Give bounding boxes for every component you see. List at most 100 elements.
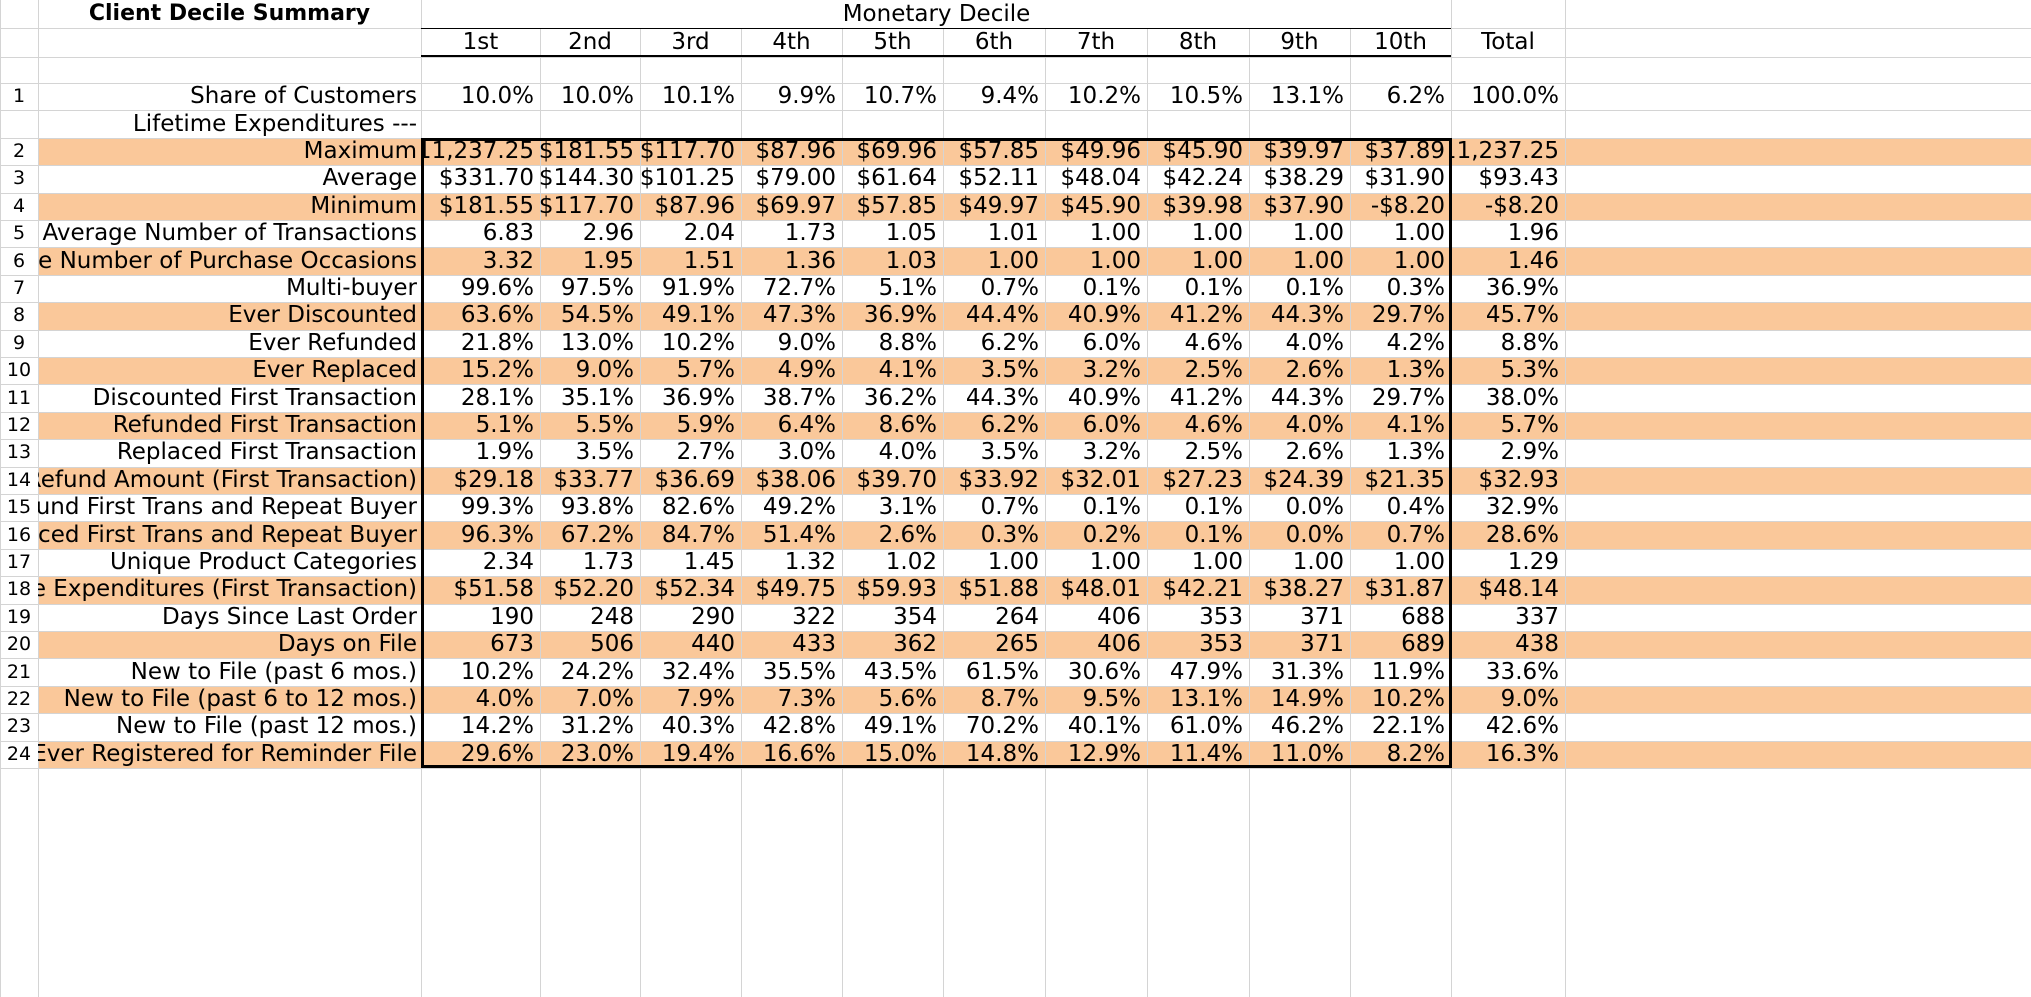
data-cell[interactable]: $39.98	[1162, 192, 1243, 219]
data-cell[interactable]: 21.8%	[460, 329, 534, 356]
data-cell[interactable]: 0.1%	[1184, 274, 1243, 301]
data-cell[interactable]: 433	[792, 631, 836, 658]
data-cell[interactable]: 1.51	[683, 247, 735, 274]
data-cell[interactable]: 3.0%	[777, 439, 836, 466]
data-cell[interactable]: 406	[1097, 603, 1141, 630]
data-cell[interactable]: 1.00	[1089, 220, 1141, 247]
data-cell[interactable]: 35.1%	[560, 384, 634, 411]
data-cell[interactable]: 49.1%	[863, 713, 937, 740]
data-cell[interactable]: 6.0%	[1082, 329, 1141, 356]
data-cell[interactable]: 337	[1515, 603, 1559, 630]
data-cell[interactable]: 9.0%	[1500, 685, 1559, 712]
data-cell[interactable]: $27.23	[1162, 466, 1243, 493]
data-cell[interactable]: 362	[893, 631, 937, 658]
data-cell[interactable]: 13.0%	[560, 329, 634, 356]
data-cell[interactable]: 16.3%	[1485, 740, 1559, 767]
data-cell[interactable]: 42.6%	[1485, 713, 1559, 740]
data-cell[interactable]: 24.2%	[560, 658, 634, 685]
data-cell[interactable]: $57.85	[958, 137, 1039, 164]
data-cell[interactable]: -$8.20	[1484, 192, 1559, 219]
data-cell[interactable]: 10.0%	[460, 83, 534, 110]
data-cell[interactable]: 4.0%	[878, 439, 937, 466]
data-cell[interactable]: 47.9%	[1169, 658, 1243, 685]
data-cell[interactable]: 14.8%	[965, 740, 1039, 767]
data-cell[interactable]: 32.9%	[1485, 494, 1559, 521]
row-label[interactable]: New to File (past 6 to 12 mos.)	[63, 685, 417, 712]
data-cell[interactable]: 2.6%	[1285, 439, 1344, 466]
data-cell[interactable]: 7.0%	[575, 685, 634, 712]
data-cell[interactable]: $39.70	[856, 466, 937, 493]
data-cell[interactable]: 44.3%	[1270, 384, 1344, 411]
data-cell[interactable]: $52.11	[958, 165, 1039, 192]
data-cell[interactable]: $31.87	[1364, 576, 1445, 603]
data-cell[interactable]: 4.0%	[1285, 411, 1344, 438]
data-cell[interactable]: 44.3%	[1270, 302, 1344, 329]
data-cell[interactable]: 61.0%	[1169, 713, 1243, 740]
data-cell[interactable]: 14.2%	[460, 713, 534, 740]
data-cell[interactable]: 70.2%	[965, 713, 1039, 740]
data-cell[interactable]: 10.2%	[1067, 83, 1141, 110]
row-number[interactable]: 24	[6, 742, 32, 765]
data-cell[interactable]: $181.55	[438, 192, 534, 219]
row-number[interactable]: 6	[12, 249, 26, 272]
column-header-total[interactable]: Total	[1481, 29, 1535, 55]
data-cell[interactable]: 1.00	[1089, 548, 1141, 575]
data-cell[interactable]: 43.5%	[863, 658, 937, 685]
data-cell[interactable]: 13.1%	[1169, 685, 1243, 712]
data-cell[interactable]: 5.7%	[676, 357, 735, 384]
data-cell[interactable]: $32.01	[1060, 466, 1141, 493]
data-cell[interactable]: 30.6%	[1067, 658, 1141, 685]
data-cell[interactable]: 1.73	[784, 220, 836, 247]
row-number[interactable]: 16	[6, 523, 32, 546]
row-label[interactable]: Multi-buyer	[286, 274, 417, 301]
data-cell[interactable]: 10.1%	[661, 83, 735, 110]
data-cell[interactable]: 5.1%	[475, 411, 534, 438]
data-cell[interactable]: 41.2%	[1169, 302, 1243, 329]
data-cell[interactable]: $49.75	[755, 576, 836, 603]
data-cell[interactable]: 29.7%	[1371, 302, 1445, 329]
data-cell[interactable]: $21.35	[1364, 466, 1445, 493]
data-cell[interactable]: 1.36	[784, 247, 836, 274]
data-cell[interactable]: 673	[490, 631, 534, 658]
data-cell[interactable]: 28.1%	[460, 384, 534, 411]
data-cell[interactable]: 4.9%	[777, 357, 836, 384]
data-cell[interactable]: 23.0%	[560, 740, 634, 767]
data-cell[interactable]: $52.20	[553, 576, 634, 603]
data-cell[interactable]: 0.3%	[1386, 274, 1445, 301]
column-header-1st[interactable]: 1st	[462, 29, 499, 55]
row-number[interactable]: 4	[12, 194, 26, 217]
data-cell[interactable]: 44.3%	[965, 384, 1039, 411]
row-number[interactable]: 5	[12, 222, 26, 245]
data-cell[interactable]: 61.5%	[965, 658, 1039, 685]
data-cell[interactable]: $42.24	[1162, 165, 1243, 192]
row-number[interactable]: 2	[12, 139, 26, 162]
data-cell[interactable]: 290	[691, 603, 735, 630]
data-cell[interactable]: $51.58	[453, 576, 534, 603]
data-cell[interactable]: 4.6%	[1184, 411, 1243, 438]
data-cell[interactable]: $29.18	[453, 466, 534, 493]
data-cell[interactable]: $38.29	[1263, 165, 1344, 192]
data-cell[interactable]: 4.0%	[1285, 329, 1344, 356]
column-header-10th[interactable]: 10th	[1374, 29, 1427, 55]
data-cell[interactable]: 1.03	[885, 247, 937, 274]
data-cell[interactable]: 10.0%	[560, 83, 634, 110]
data-cell[interactable]: 0.2%	[1082, 521, 1141, 548]
data-cell[interactable]: 11.9%	[1371, 658, 1445, 685]
data-cell[interactable]: 3.5%	[575, 439, 634, 466]
data-cell[interactable]: 35.5%	[762, 658, 836, 685]
data-cell[interactable]: 15.0%	[863, 740, 937, 767]
data-cell[interactable]: 1.32	[784, 548, 836, 575]
data-cell[interactable]: 689	[1401, 631, 1445, 658]
column-header-5th[interactable]: 5th	[873, 29, 912, 55]
row-label[interactable]: Average Number of Transactions	[42, 220, 417, 247]
data-cell[interactable]: $49.97	[958, 192, 1039, 219]
row-number[interactable]: 9	[12, 331, 26, 354]
data-cell[interactable]: 3.5%	[980, 439, 1039, 466]
data-cell[interactable]: $39.97	[1263, 137, 1344, 164]
data-cell[interactable]: 14.9%	[1270, 685, 1344, 712]
data-cell[interactable]: 19.4%	[661, 740, 735, 767]
data-cell[interactable]: 1.3%	[1386, 439, 1445, 466]
data-cell[interactable]: 10.2%	[460, 658, 534, 685]
data-cell[interactable]: 190	[490, 603, 534, 630]
data-cell[interactable]: 29.7%	[1371, 384, 1445, 411]
